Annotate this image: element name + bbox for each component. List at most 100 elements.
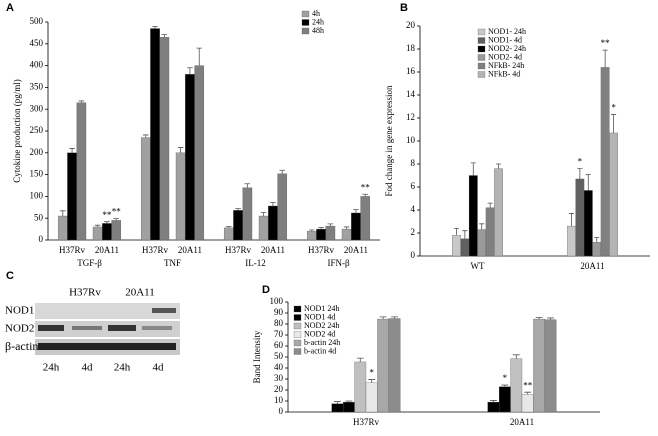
bar	[360, 196, 371, 241]
x-tick-label: 20A11	[580, 261, 604, 271]
bar	[468, 175, 478, 257]
bar	[242, 187, 253, 241]
y-tick-label: 400	[30, 60, 44, 70]
significance-mark: *	[578, 157, 583, 167]
y-tick-label: 0	[279, 406, 284, 416]
error-bar	[152, 25, 158, 29]
error-bar	[113, 218, 120, 221]
bar	[316, 228, 326, 241]
y-tick-label: 16	[406, 66, 416, 76]
bar	[487, 401, 500, 413]
legend-label: NOD1 4d	[304, 312, 335, 321]
bar	[233, 210, 243, 241]
legend-label: 24h	[312, 17, 324, 26]
x-tick-label: H37Rv	[59, 245, 86, 255]
significance-mark: *	[611, 103, 616, 113]
bar	[498, 386, 511, 413]
y-tick-label: 8	[411, 158, 416, 168]
legend-label: NOD1- 4d	[488, 35, 522, 44]
error-bar	[462, 230, 468, 239]
error-bar	[69, 148, 75, 153]
legend-swatch	[477, 37, 486, 44]
blot-band	[152, 308, 176, 313]
x-tick-label: 20A11	[344, 245, 368, 255]
bar	[57, 215, 68, 241]
legend-swatch	[301, 19, 310, 26]
error-bar	[161, 34, 168, 38]
error-bar	[333, 401, 341, 404]
legend-swatch	[293, 339, 302, 347]
blot-band	[72, 326, 102, 330]
lane-label: 24h	[114, 362, 131, 374]
y-tick-label: 2	[411, 227, 416, 237]
error-bar	[379, 316, 387, 320]
error-bar	[391, 316, 399, 319]
bar	[377, 318, 390, 413]
error-bar	[524, 391, 532, 395]
y-tick-label: 350	[30, 81, 44, 91]
legend-swatch	[293, 322, 302, 330]
legend-label: NOD2- 4d	[488, 52, 522, 61]
y-tick-label: 6	[411, 181, 416, 191]
bar	[67, 152, 77, 241]
error-bar	[187, 67, 193, 75]
legend-swatch	[293, 305, 302, 313]
legend-swatch	[293, 331, 302, 338]
bar	[609, 132, 618, 257]
bar	[533, 318, 546, 413]
error-bar	[487, 202, 493, 208]
x-tick-label: 20A11	[178, 245, 202, 255]
bar	[567, 225, 576, 257]
error-bar	[512, 354, 520, 359]
y-tick-label: 100	[30, 190, 44, 200]
error-bar	[368, 379, 376, 383]
bar	[341, 228, 352, 241]
legend-label: NOD1- 24h	[488, 27, 526, 36]
error-bar	[547, 317, 555, 320]
legend-swatch	[293, 348, 302, 355]
significance-mark: **	[601, 38, 611, 48]
error-bar	[453, 228, 459, 236]
y-tick-label: 12	[406, 112, 415, 122]
error-bar	[225, 226, 232, 228]
y-tick-label: 0	[39, 234, 44, 244]
y-tick-label: 20	[274, 384, 284, 394]
bar	[510, 358, 523, 413]
error-bar	[489, 400, 497, 403]
bar	[583, 190, 593, 257]
bar	[111, 220, 122, 241]
legend-swatch	[293, 314, 302, 321]
bar	[223, 227, 234, 241]
x-tick-label: 20A11	[261, 245, 285, 255]
panel-label: B	[400, 2, 408, 14]
legend-swatch	[477, 45, 486, 53]
bar	[159, 37, 170, 241]
row-label: β-actin	[5, 339, 38, 353]
y-tick-label: 500	[30, 16, 44, 26]
x-tick-label: WT	[471, 261, 485, 271]
bar	[306, 231, 317, 241]
error-bar	[496, 163, 502, 169]
error-bar	[568, 213, 574, 227]
y-tick-label: 250	[30, 125, 44, 135]
bar	[175, 152, 186, 241]
legend-label: 48h	[312, 26, 324, 35]
error-bar	[353, 209, 359, 213]
error-bar	[142, 134, 149, 138]
bar	[494, 168, 503, 257]
significance-mark: *	[369, 368, 374, 378]
bar	[485, 207, 495, 257]
bar	[92, 226, 103, 241]
x-tick-label: H37Rv	[142, 245, 169, 255]
panel-label: A	[6, 2, 14, 14]
bar	[102, 223, 112, 241]
panel-label: C	[6, 270, 14, 282]
bar	[460, 238, 470, 257]
error-bar	[470, 162, 476, 176]
blot-band	[108, 325, 136, 331]
bar	[277, 173, 288, 241]
bar	[342, 401, 355, 413]
group-label: IL-12	[245, 258, 266, 268]
y-tick-label: 4	[411, 204, 416, 214]
blot-panel: C H37Rv 20A11 NOD1 NOD2 β-actin 24h 4d 2…	[5, 270, 180, 374]
